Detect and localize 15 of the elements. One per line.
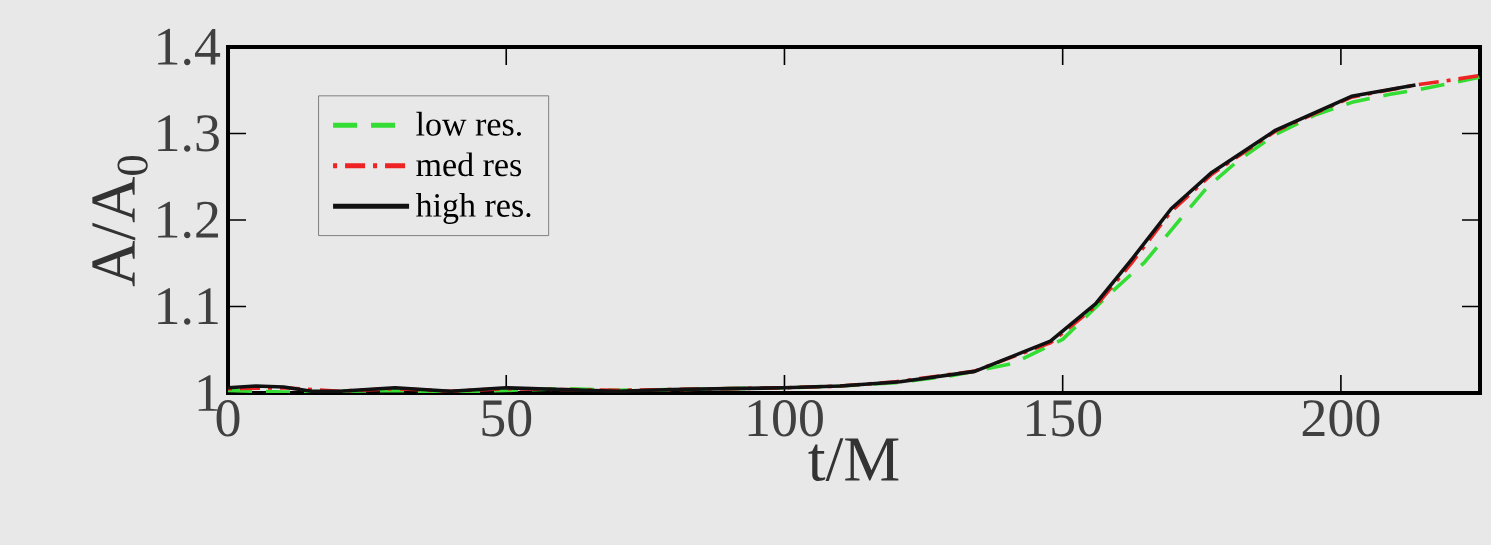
- legend-label: high res.: [415, 193, 531, 224]
- legend-label: med res: [416, 152, 522, 177]
- x-tick-label: 200: [1302, 400, 1380, 437]
- y-tick-label: 1.1: [158, 288, 218, 325]
- y-tick-label: 1: [198, 375, 218, 411]
- y-tick-label: 1.4: [158, 28, 221, 66]
- legend-label: low res.: [416, 111, 521, 136]
- x-tick-label: 50: [482, 400, 532, 437]
- x-tick-label: 150: [1026, 400, 1102, 437]
- y-axis-title: A/A$_{0}$: [92, 155, 148, 287]
- y-tick-label: 1.3: [158, 115, 219, 152]
- y-tick-label: 1.2: [158, 201, 218, 239]
- x-tick-label: 100: [748, 400, 823, 437]
- x-tick-label: 0: [216, 400, 240, 437]
- x-axis-title: t/M: [808, 438, 899, 482]
